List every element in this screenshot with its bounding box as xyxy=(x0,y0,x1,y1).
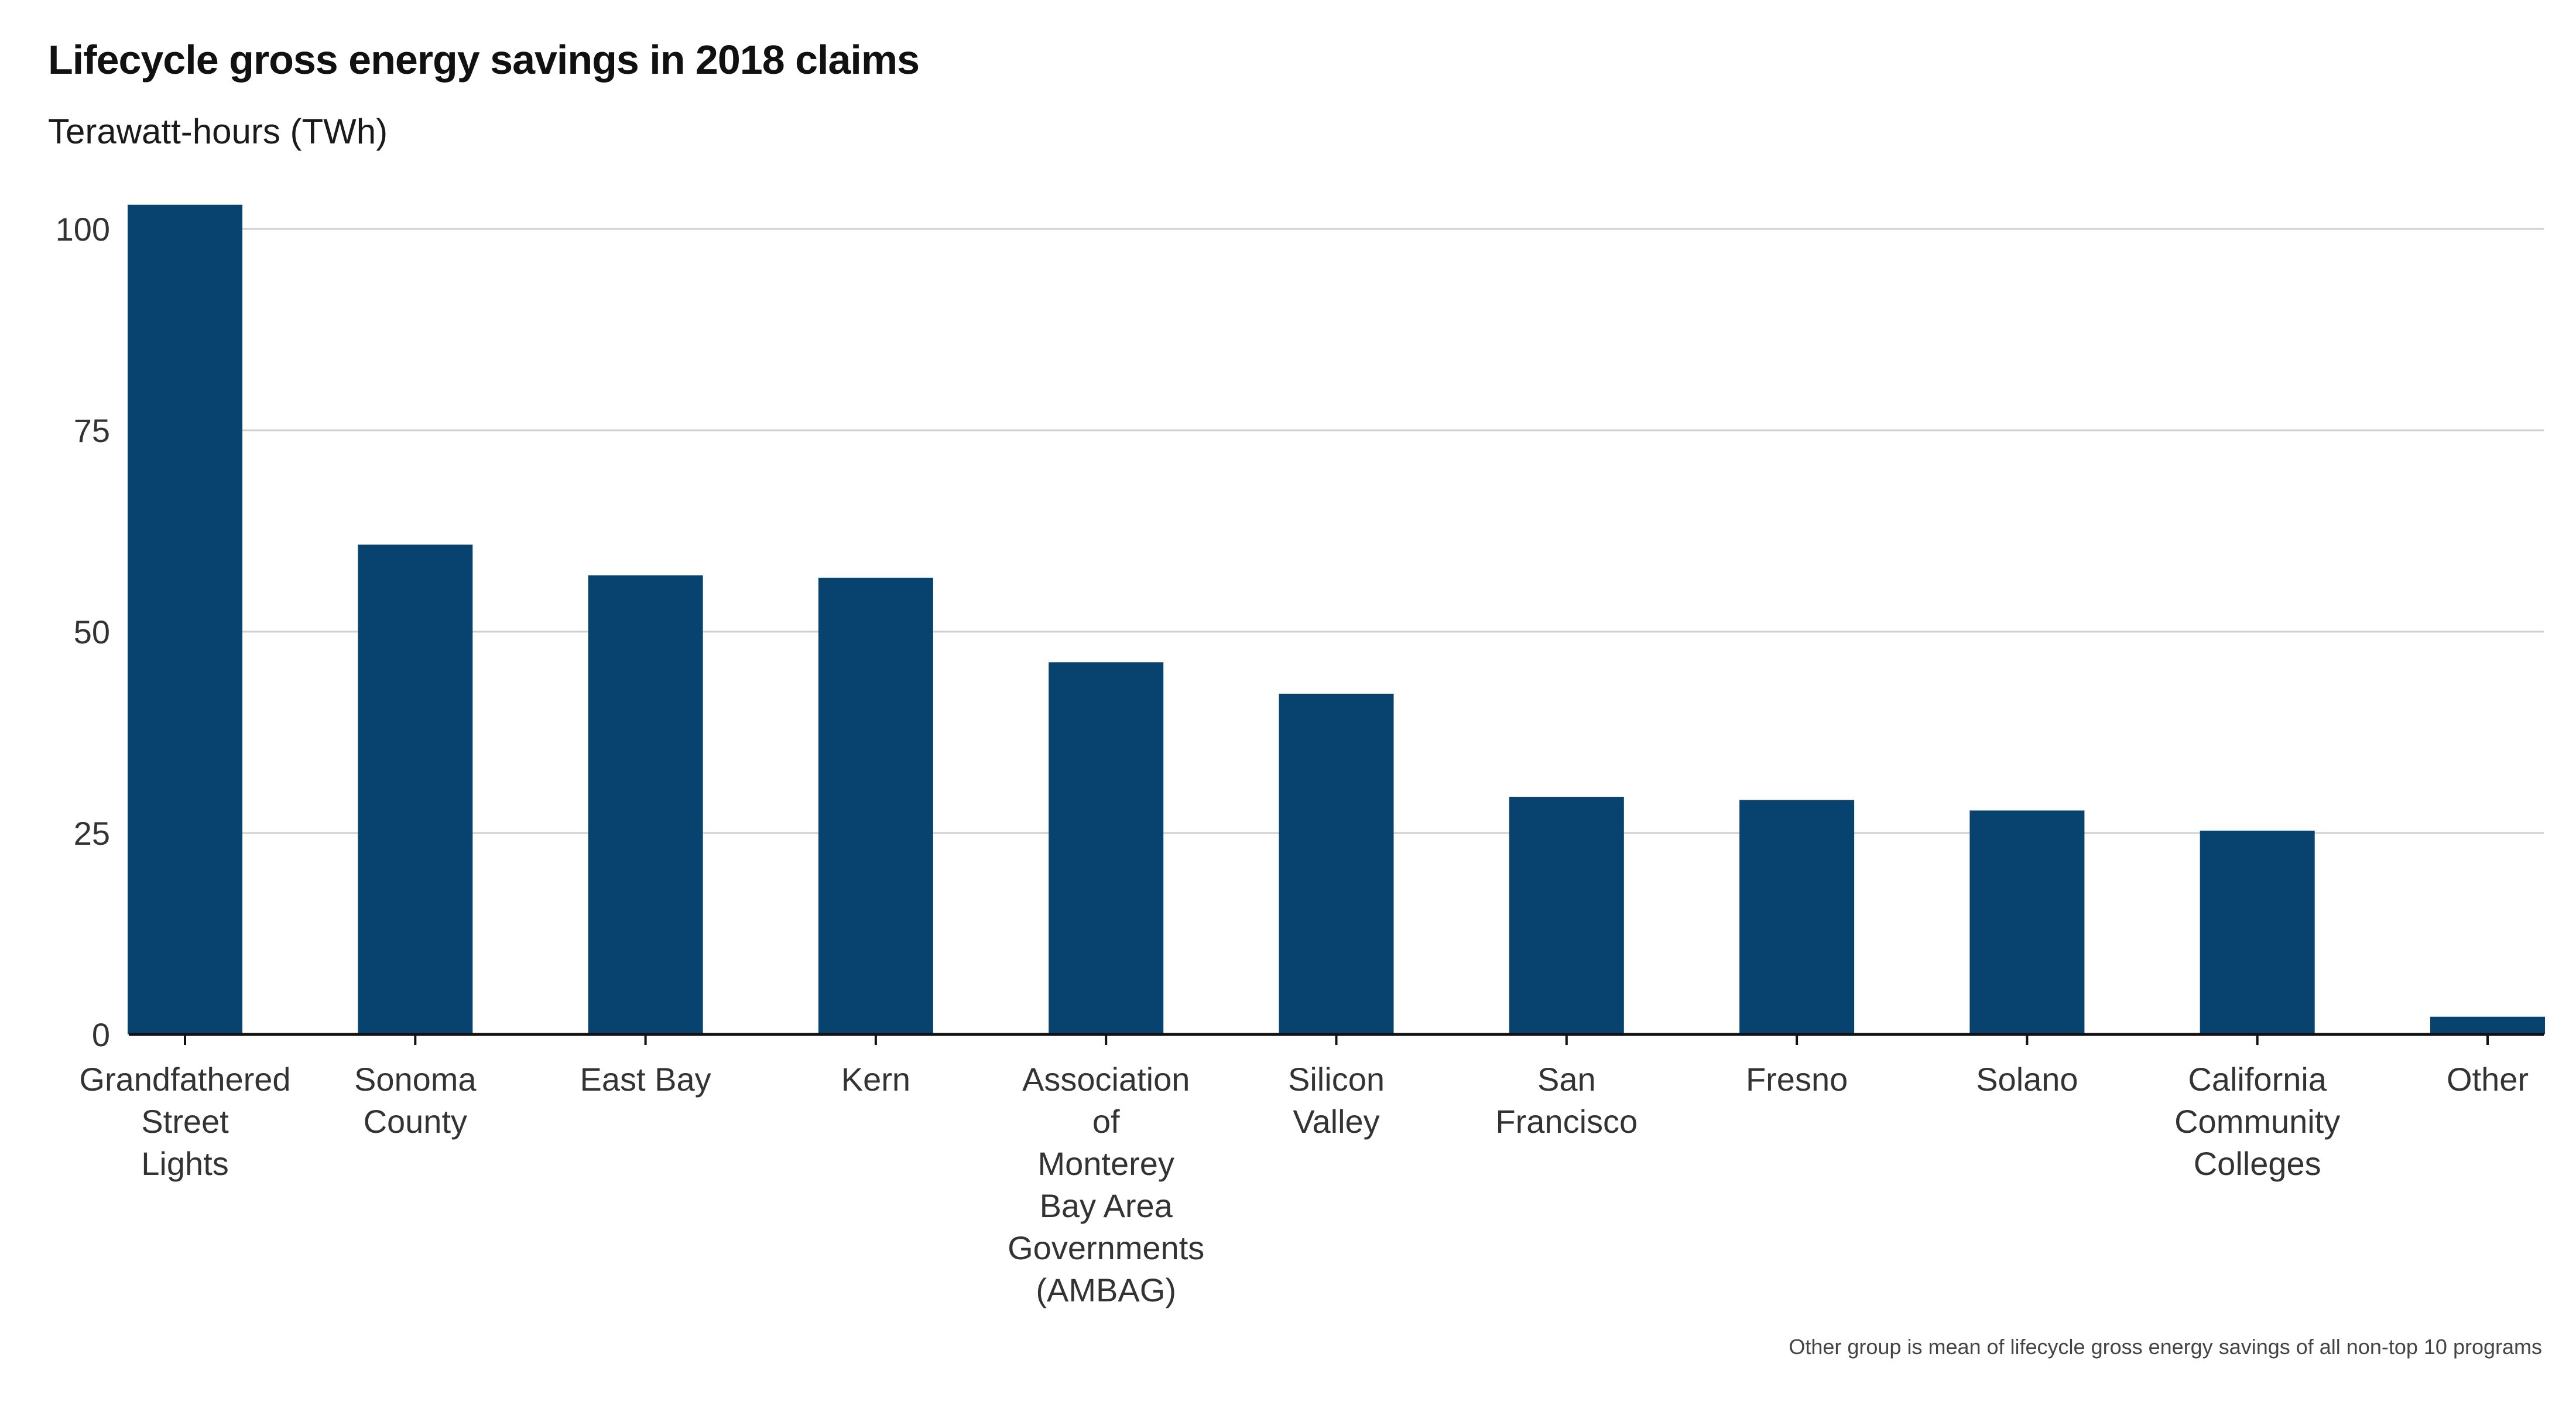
bar xyxy=(1739,800,1855,1034)
x-tick-label: Solano xyxy=(1976,1061,2078,1098)
x-tick-label: California Community Colleges xyxy=(2174,1061,2340,1182)
x-tick-label: Silicon Valley xyxy=(1288,1061,1385,1140)
x-tick-label: San Francisco xyxy=(1495,1061,1638,1140)
y-tick-label: 75 xyxy=(74,412,110,449)
x-tick-label: East Bay xyxy=(580,1061,711,1098)
y-tick-label: 25 xyxy=(74,815,110,852)
bar xyxy=(1049,662,1164,1034)
chart-caption: Other group is mean of lifecycle gross e… xyxy=(1789,1335,2542,1359)
bar xyxy=(1969,810,2085,1034)
x-tick-label: Other xyxy=(2447,1061,2529,1098)
bar xyxy=(2200,830,2315,1034)
bar xyxy=(128,204,242,1035)
bar xyxy=(1279,693,1394,1034)
bar xyxy=(358,544,473,1034)
x-tick-label: Grandfathered Street Lights xyxy=(79,1061,290,1182)
bar xyxy=(1509,797,1624,1034)
bar xyxy=(588,575,703,1034)
chart-subtitle: Terawatt-hours (TWh) xyxy=(48,112,388,151)
x-tick-label: Sonoma County xyxy=(354,1061,477,1140)
x-tick-label: Fresno xyxy=(1746,1061,1848,1098)
x-tick-label: Kern xyxy=(841,1061,910,1098)
x-tick-label: Association of Monterey Bay Area Governments… xyxy=(1008,1061,1204,1308)
chart-title: Lifecycle gross energy savings in 2018 c… xyxy=(48,37,920,83)
bar xyxy=(818,577,933,1034)
y-tick-label: 100 xyxy=(56,211,110,248)
y-tick-label: 50 xyxy=(74,614,110,650)
bar xyxy=(2430,1016,2545,1034)
y-tick-label: 0 xyxy=(92,1016,110,1053)
